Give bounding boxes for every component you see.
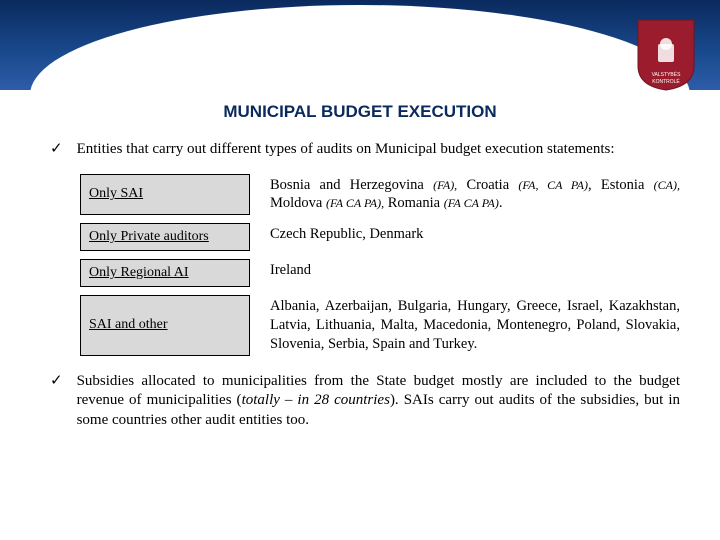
checkmark-icon: ✓ — [50, 372, 63, 431]
row-desc: Czech Republic, Denmark — [250, 223, 680, 251]
checkmark-icon: ✓ — [50, 140, 63, 160]
table-row: Only Private auditors Czech Republic, De… — [80, 223, 680, 251]
bullet-1: ✓ Entities that carry out different type… — [50, 140, 680, 160]
row-label: Only Private auditors — [80, 223, 250, 251]
row-desc: Albania, Azerbaijan, Bulgaria, Hungary, … — [250, 295, 680, 356]
bullet-2-text: Subsidies allocated to municipalities fr… — [77, 372, 680, 431]
bullet-2: ✓ Subsidies allocated to municipalities … — [50, 372, 680, 431]
row-desc: Bosnia and Herzegovina (FA), Croatia (FA… — [250, 174, 680, 216]
slide-title: MUNICIPAL BUDGET EXECUTION — [0, 102, 720, 122]
entity-table: Only SAI Bosnia and Herzegovina (FA), Cr… — [80, 174, 680, 356]
row-label: SAI and other — [80, 295, 250, 356]
table-row: SAI and other Albania, Azerbaijan, Bulga… — [80, 295, 680, 356]
svg-text:KONTROLĖ: KONTROLĖ — [652, 78, 680, 85]
row-label: Only SAI — [80, 174, 250, 216]
title-container: MUNICIPAL BUDGET EXECUTION — [0, 102, 720, 122]
content-area: ✓ Entities that carry out different type… — [50, 140, 680, 444]
bullet-1-text: Entities that carry out different types … — [77, 140, 615, 160]
row-label: Only Regional AI — [80, 259, 250, 287]
svg-text:VALSTYBĖS: VALSTYBĖS — [652, 71, 681, 78]
table-row: Only Regional AI Ireland — [80, 259, 680, 287]
table-row: Only SAI Bosnia and Herzegovina (FA), Cr… — [80, 174, 680, 216]
emblem-badge: VALSTYBĖS KONTROLĖ — [636, 18, 696, 92]
row-desc: Ireland — [250, 259, 680, 287]
